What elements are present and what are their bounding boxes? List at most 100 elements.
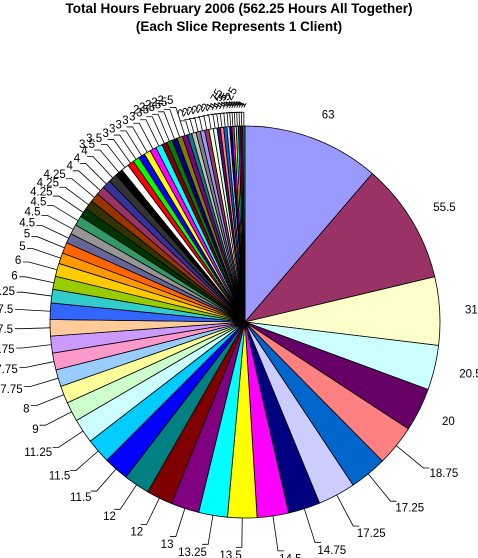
leader-line: [30, 394, 65, 406]
data-label: 1: [236, 98, 250, 110]
data-label: 7.75: [0, 344, 15, 356]
data-label: 7.5: [0, 324, 13, 336]
leader-line: [70, 450, 99, 471]
leader-line: [235, 517, 243, 548]
data-label: 3: [122, 115, 128, 127]
data-label: 3.5: [86, 133, 102, 145]
data-label: 20: [442, 416, 455, 428]
data-label: 1: [229, 99, 243, 111]
leader-line: [114, 484, 137, 510]
leader-line: [113, 134, 137, 160]
leader-line: [16, 291, 52, 297]
data-label: 3: [129, 111, 135, 123]
data-label: 4.25: [37, 178, 59, 190]
data-label: 6: [11, 270, 17, 282]
data-label: 2.5: [139, 102, 155, 114]
leader-line: [26, 248, 61, 259]
data-label: 8: [23, 403, 29, 415]
leader-line: [14, 327, 51, 330]
leader-line: [94, 149, 120, 173]
data-label: 12: [103, 511, 116, 523]
leader-line: [228, 112, 236, 127]
leader-line: [272, 515, 285, 552]
leader-line: [207, 114, 216, 129]
data-label: 55.5: [433, 202, 455, 214]
leader-line: [133, 122, 154, 150]
data-label: 7.75: [0, 384, 22, 396]
leader-line: [163, 109, 181, 138]
data-label: 7.75: [0, 364, 18, 376]
leader-line: [72, 170, 101, 191]
pie-slice: [244, 125, 373, 324]
data-label: 2.5: [151, 97, 167, 109]
leader-line: [19, 361, 55, 368]
leader-line: [230, 112, 238, 127]
data-label: 17.25: [357, 528, 386, 540]
chart-subtitle: (Each Slice Represents 1 Client): [135, 19, 343, 34]
data-label: 3: [116, 119, 122, 131]
data-label: 6: [15, 255, 21, 267]
data-label: 4: [81, 146, 88, 158]
data-labels: 6355.531.2520.52018.7517.2517.2514.7514.…: [0, 85, 478, 558]
leader-line: [52, 430, 84, 448]
data-label: 2: [185, 105, 199, 117]
leader-line: [202, 115, 212, 130]
pie-slices: [49, 125, 441, 519]
leader-line: [39, 411, 72, 426]
data-label: 4.25: [30, 187, 52, 199]
data-label: 2: [176, 107, 190, 119]
data-label: 63: [322, 109, 335, 121]
leader-line: [235, 111, 243, 127]
leader-line: [19, 276, 55, 284]
data-label: 2: [180, 106, 194, 118]
data-label: 3.5: [79, 139, 95, 151]
data-label: 7.5: [0, 304, 13, 316]
data-label: 14.5: [279, 554, 301, 558]
data-label: 17.25: [395, 502, 424, 514]
data-label: 13.25: [178, 547, 207, 558]
leader-line: [86, 155, 114, 179]
data-label: 2: [190, 104, 204, 116]
data-label: 4.5: [30, 196, 46, 208]
data-label: 2.5: [145, 100, 161, 112]
data-label: 11.5: [70, 492, 92, 504]
leader-line: [31, 236, 65, 249]
data-label: 3: [109, 124, 115, 136]
chart-title: Total Hours February 2006 (562.25 Hours …: [65, 1, 413, 16]
leader-line: [22, 261, 58, 271]
data-label: 2.5: [133, 105, 149, 117]
data-label: 4.25: [43, 169, 65, 181]
leader-line: [336, 494, 360, 527]
data-label: 5: [24, 229, 30, 241]
leader-line: [188, 118, 199, 132]
leader-line: [90, 468, 117, 492]
leader-line: [24, 377, 59, 388]
data-label: 2: [200, 102, 214, 114]
leader-line: [100, 143, 126, 168]
leader-line: [41, 215, 74, 230]
data-label: 11.25: [24, 447, 52, 459]
leader-line: [169, 508, 186, 537]
data-label: 4.5: [19, 217, 35, 229]
data-label: 4.5: [25, 207, 41, 219]
data-label: 18.75: [430, 468, 459, 480]
leader-line: [184, 119, 195, 133]
data-label: 1: [224, 99, 238, 111]
data-label: 13: [161, 539, 174, 551]
leader-line: [16, 344, 52, 349]
data-label: 20.5: [459, 369, 478, 381]
leader-line: [146, 116, 165, 144]
data-label: 14.75: [317, 545, 346, 557]
data-label: 4: [66, 161, 73, 173]
data-label: 3: [103, 128, 109, 140]
data-label: 31.25: [465, 305, 478, 317]
data-label: 2: [195, 103, 209, 115]
data-label: 3: [136, 108, 142, 120]
leader-line: [237, 111, 245, 127]
data-label: 1: [234, 98, 248, 110]
leader-line: [47, 205, 79, 222]
leader-line: [65, 178, 95, 198]
leader-line: [107, 139, 131, 164]
data-label: 12: [130, 527, 143, 539]
